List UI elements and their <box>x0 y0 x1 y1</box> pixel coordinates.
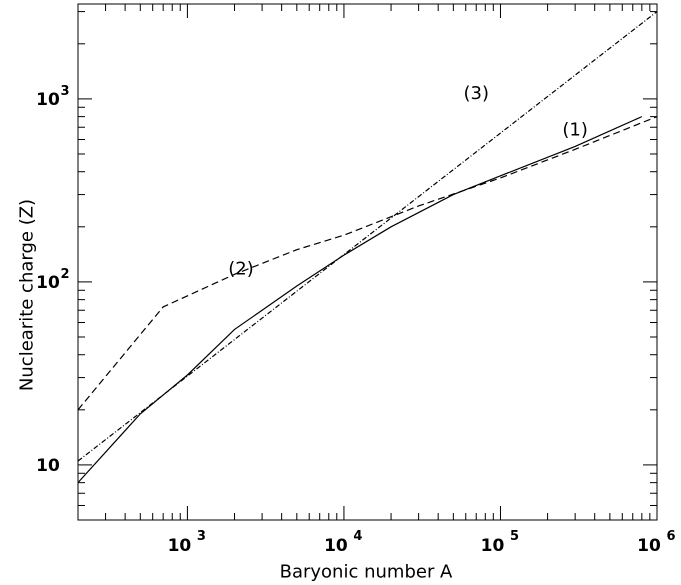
plot-frame <box>77 3 658 521</box>
y-tick-exponent: 2 <box>60 267 69 282</box>
y-tick-label: 10 <box>36 456 60 476</box>
x-tick-exponent: 6 <box>666 529 675 544</box>
series-line-2 <box>77 116 658 411</box>
y-tick-label: 10 <box>36 90 60 110</box>
y-axis-label: Nuclearite charge (Z) <box>16 198 38 392</box>
series-line-3 <box>77 11 658 462</box>
x-tick-label: 10 <box>324 536 348 556</box>
series-label-3: (3) <box>463 83 489 104</box>
x-tick-exponent: 4 <box>353 529 362 544</box>
series-line-1 <box>77 116 643 484</box>
x-tick-exponent: 5 <box>510 529 519 544</box>
series-label-1: (1) <box>562 120 588 141</box>
x-tick-label: 10 <box>168 536 192 556</box>
x-tick-label: 10 <box>637 536 661 556</box>
x-tick-exponent: 3 <box>197 529 206 544</box>
x-tick-label: 10 <box>481 536 505 556</box>
y-tick-label: 10 <box>36 273 60 293</box>
series-label-2: (2) <box>228 258 254 279</box>
y-tick-exponent: 3 <box>60 84 69 99</box>
x-axis-label: Baryonic number A <box>279 561 453 583</box>
